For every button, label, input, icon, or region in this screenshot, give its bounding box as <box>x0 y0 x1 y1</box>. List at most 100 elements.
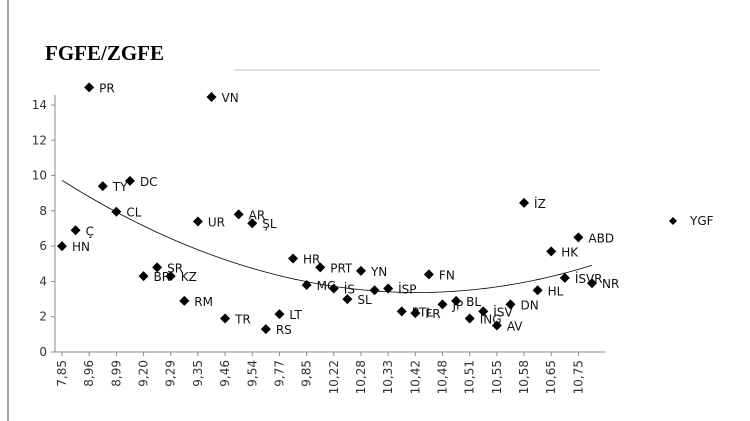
point <box>519 197 530 208</box>
x-tick-label: 10,65 <box>544 360 558 394</box>
point <box>383 283 394 294</box>
y-tick-label: 0 <box>39 345 47 359</box>
y-tick-label: 10 <box>32 169 47 183</box>
trendline <box>61 179 593 293</box>
x-tick-label: 8,96 <box>82 360 96 387</box>
point-label: FN <box>439 268 455 282</box>
point <box>152 262 163 273</box>
point <box>138 271 149 282</box>
point <box>124 175 135 186</box>
chart-title: FGFE/ZGFE <box>45 41 164 65</box>
x-tick-label: 10,33 <box>381 360 395 394</box>
point <box>328 283 339 294</box>
y-tick-label: 4 <box>39 274 47 288</box>
point <box>355 265 366 276</box>
legend-marker <box>669 217 677 225</box>
point-label: İSV <box>493 304 513 319</box>
point <box>505 299 516 310</box>
x-tick-label: 8,99 <box>109 360 123 387</box>
x-tick-label: 10,55 <box>490 360 504 394</box>
x-tick-label: 10,58 <box>517 360 531 394</box>
point <box>233 209 244 220</box>
point-label: RS <box>276 323 292 337</box>
point-label: PRT <box>330 261 353 275</box>
point <box>70 225 81 236</box>
point-label: DC <box>140 175 158 189</box>
point-label: YN <box>370 265 387 279</box>
point <box>532 285 543 296</box>
point-label: AV <box>507 320 523 334</box>
x-tick-label: 10,28 <box>354 360 368 394</box>
x-tick-label: 10,48 <box>436 360 450 394</box>
point <box>410 308 421 319</box>
point-label: HL <box>548 284 564 298</box>
point-label: BL <box>466 295 481 309</box>
point-label: UR <box>208 215 225 229</box>
point-label: HK <box>561 245 579 259</box>
point <box>57 241 67 252</box>
point-label: İS <box>344 281 355 296</box>
point <box>206 92 217 103</box>
point-label: CL <box>126 206 141 220</box>
point <box>369 285 380 296</box>
point-label: DN <box>520 298 538 312</box>
x-tick-label: 10,51 <box>463 360 477 394</box>
point <box>587 278 597 289</box>
point-label: SL <box>357 293 372 307</box>
point-label: NR <box>602 277 619 291</box>
point-label: VN <box>221 91 238 105</box>
point <box>464 313 475 324</box>
point-label: JP <box>452 298 464 312</box>
point <box>396 306 407 317</box>
y-tick-label: 2 <box>39 310 47 324</box>
x-tick-label: 9,77 <box>272 360 286 387</box>
point-label: RM <box>194 295 213 309</box>
point-label: Ç <box>86 224 94 238</box>
x-tick-label: 10,22 <box>327 360 341 394</box>
point <box>451 295 462 306</box>
point <box>491 320 502 331</box>
point <box>423 269 434 280</box>
x-tick-label: 9,85 <box>300 360 314 387</box>
point-label: HN <box>72 240 90 254</box>
point <box>315 262 326 273</box>
point-label: BR <box>154 270 171 284</box>
point-label: HR <box>303 252 320 266</box>
point-label: İSP <box>398 281 416 296</box>
point-label: ABD <box>588 231 614 245</box>
point-label: PR <box>99 81 115 95</box>
y-tick-label: 8 <box>39 204 47 218</box>
point <box>342 294 353 305</box>
point-label: FR <box>425 307 440 321</box>
y-tick-label: 14 <box>32 98 47 112</box>
x-tick-label: 9,20 <box>137 360 151 387</box>
y-tick-label: 6 <box>39 239 47 253</box>
legend-label: YGF <box>689 214 714 228</box>
point <box>192 216 203 227</box>
x-tick-label: 10,75 <box>571 360 585 394</box>
point-label: İZ <box>534 196 546 211</box>
point-label: TR <box>234 312 251 326</box>
point <box>247 218 258 229</box>
x-tick-label: 10,42 <box>408 360 422 394</box>
point <box>111 206 122 217</box>
point <box>437 299 448 310</box>
point-label: KZ <box>181 270 197 284</box>
point-label: LT <box>289 308 302 322</box>
x-tick-label: 9,46 <box>218 360 232 387</box>
y-tick-label: 12 <box>32 133 47 147</box>
point <box>301 279 312 290</box>
point <box>84 82 95 93</box>
point <box>559 272 570 283</box>
x-tick-label: 7,85 <box>55 360 69 387</box>
x-tick-label: 9,35 <box>191 360 205 387</box>
point <box>165 271 176 282</box>
x-tick-label: 9,54 <box>245 360 259 387</box>
point <box>274 309 285 320</box>
point-label: TY <box>112 180 128 194</box>
point <box>220 313 231 324</box>
x-tick-label: 9,29 <box>164 360 178 387</box>
point <box>573 232 584 243</box>
point-label: ŞL <box>262 217 277 231</box>
